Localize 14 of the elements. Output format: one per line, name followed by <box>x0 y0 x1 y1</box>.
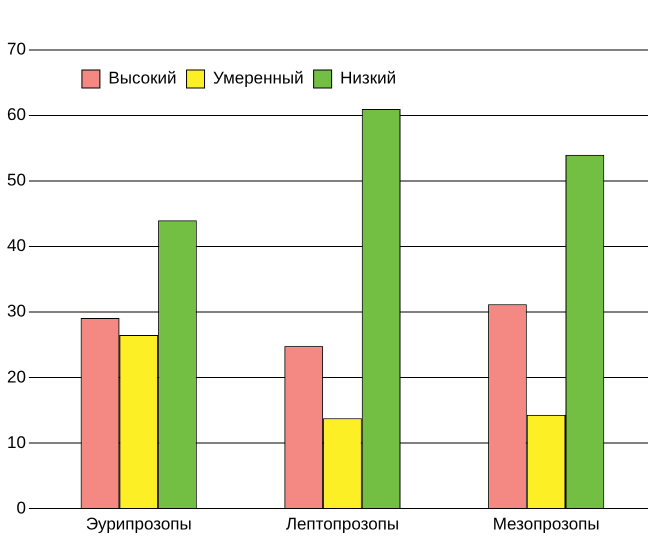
x-tick-label: Эурипрозопы <box>86 514 192 534</box>
x-tick-label: Лептопрозопы <box>286 514 400 534</box>
legend-label: Низкий <box>340 68 396 88</box>
y-tick-label: 40 <box>6 236 26 256</box>
y-tick-label: 0 <box>16 498 26 518</box>
legend-label: Высокий <box>108 68 177 88</box>
x-tick-label: Мезопрозопы <box>492 514 600 534</box>
y-tick-label: 10 <box>6 432 26 452</box>
legend-label: Умеренный <box>213 68 304 88</box>
y-tick-label: 20 <box>6 367 26 386</box>
y-tick-label: 60 <box>6 105 26 124</box>
y-tick-label: 50 <box>6 170 26 190</box>
y-tick-label: 70 <box>6 40 26 59</box>
y-tick-label: 30 <box>6 302 26 321</box>
